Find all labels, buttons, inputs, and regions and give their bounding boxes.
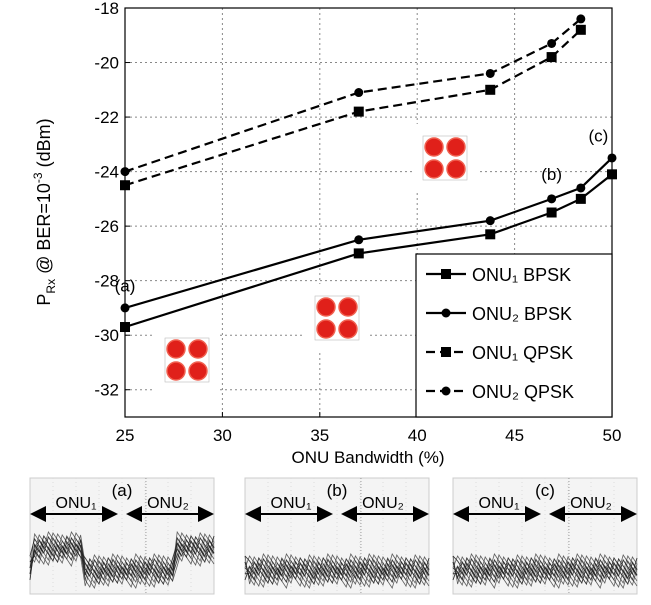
marker [576, 25, 586, 35]
constellation-cluster [339, 320, 357, 338]
y-tick-label: -18 [94, 0, 119, 18]
inset-bg [155, 326, 219, 394]
annotation: (b) [541, 165, 562, 184]
scope-panel: (a) ONU₁ ONU₂ [30, 478, 214, 594]
x-tick-label: 35 [310, 426, 329, 445]
marker [576, 194, 586, 204]
marker [547, 194, 556, 203]
marker [121, 303, 130, 312]
panel-label: (b) [327, 481, 348, 500]
y-tick-label: -20 [94, 54, 119, 73]
marker [547, 52, 557, 62]
constellation-cluster [317, 298, 335, 316]
y-tick-label: -26 [94, 217, 119, 236]
constellation-cluster [317, 320, 335, 338]
marker [486, 216, 495, 225]
y-tick-label: -32 [94, 381, 119, 400]
constellation-cluster [447, 160, 465, 178]
panel-label: (c) [535, 481, 555, 500]
constellation-cluster [167, 340, 185, 358]
legend-label: ONU₂ QPSK [472, 382, 574, 402]
scope-panel: (c) ONU₁ ONU₂ [453, 478, 637, 594]
y-tick-label: -30 [94, 326, 119, 345]
x-tick-label: 45 [505, 426, 524, 445]
legend-marker [442, 387, 451, 396]
constellation-cluster [189, 340, 207, 358]
marker [486, 69, 495, 78]
marker [607, 169, 617, 179]
panel-label: (a) [112, 481, 133, 500]
annotation: (a) [115, 277, 136, 296]
legend-label: ONU₁ QPSK [472, 343, 573, 363]
marker [354, 248, 364, 258]
marker [547, 208, 557, 218]
marker [354, 107, 364, 117]
marker [354, 235, 363, 244]
constellation-inset [413, 124, 477, 192]
constellation-inset [305, 284, 369, 352]
marker [120, 180, 130, 190]
x-tick-label: 40 [408, 426, 427, 445]
legend-marker [441, 269, 451, 279]
x-tick-label: 25 [116, 426, 135, 445]
x-axis-label: ONU Bandwidth (%) [291, 448, 444, 467]
inset-bg [305, 284, 369, 352]
legend-marker [442, 309, 451, 318]
constellation-inset [155, 326, 219, 394]
marker [576, 183, 585, 192]
constellation-cluster [189, 362, 207, 380]
segment-label: ONU₂ [362, 495, 404, 512]
y-tick-label: -24 [94, 163, 119, 182]
marker [120, 322, 130, 332]
x-tick-label: 30 [213, 426, 232, 445]
legend-marker [441, 347, 451, 357]
legend-label: ONU₂ BPSK [472, 304, 572, 324]
segment-label: ONU₂ [147, 495, 189, 512]
y-tick-label: -22 [94, 108, 119, 127]
segment-label: ONU₁ [479, 495, 520, 512]
marker [547, 39, 556, 48]
annotation: (c) [588, 127, 608, 146]
scope-panel: (b) ONU₁ ONU₂ [245, 478, 429, 594]
marker [608, 153, 617, 162]
constellation-cluster [447, 138, 465, 156]
x-tick-label: 50 [603, 426, 622, 445]
legend-label: ONU₁ BPSK [472, 265, 571, 285]
constellation-cluster [425, 138, 443, 156]
marker [485, 85, 495, 95]
constellation-cluster [167, 362, 185, 380]
segment-label: ONU₁ [271, 495, 312, 512]
marker [576, 14, 585, 23]
segment-label: ONU₁ [56, 495, 97, 512]
marker [121, 167, 130, 176]
constellation-cluster [425, 160, 443, 178]
figure: PRx @ BER=10-3 (dBm) ONU Bandwidth (%) 2… [0, 0, 651, 600]
y-axis-label: PRx @ BER=10-3 (dBm) [31, 118, 58, 305]
inset-bg [413, 124, 477, 192]
constellation-cluster [339, 298, 357, 316]
segment-label: ONU₂ [570, 495, 612, 512]
marker [354, 88, 363, 97]
marker [485, 229, 495, 239]
